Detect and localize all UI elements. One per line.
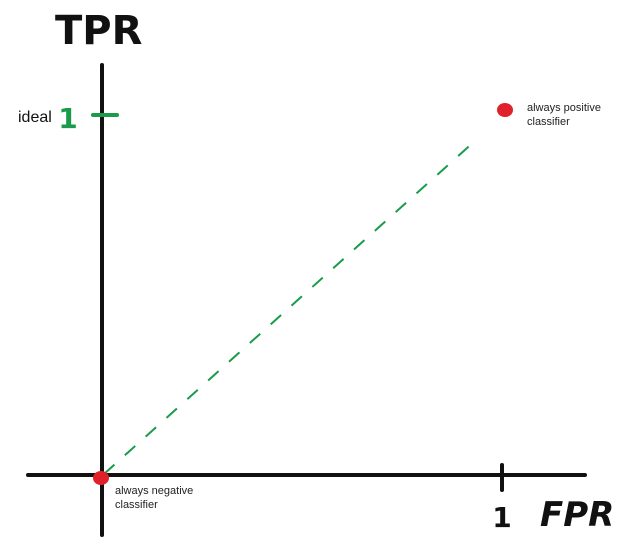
point-label: classifier [527, 116, 570, 128]
y-tick-note: ideal [18, 109, 52, 126]
x-axis-label: FPR [540, 495, 614, 535]
point-label: classifier [115, 499, 158, 511]
x-tick-label: 1 [492, 501, 511, 534]
random-classifier-line [103, 139, 477, 475]
point-label: always negative [115, 485, 193, 497]
positive-point [497, 103, 513, 117]
point-label: always positive [527, 102, 601, 114]
negative-point [93, 471, 109, 485]
y-axis-label: TPR [55, 8, 142, 54]
y-tick-label: 1 [58, 102, 77, 135]
